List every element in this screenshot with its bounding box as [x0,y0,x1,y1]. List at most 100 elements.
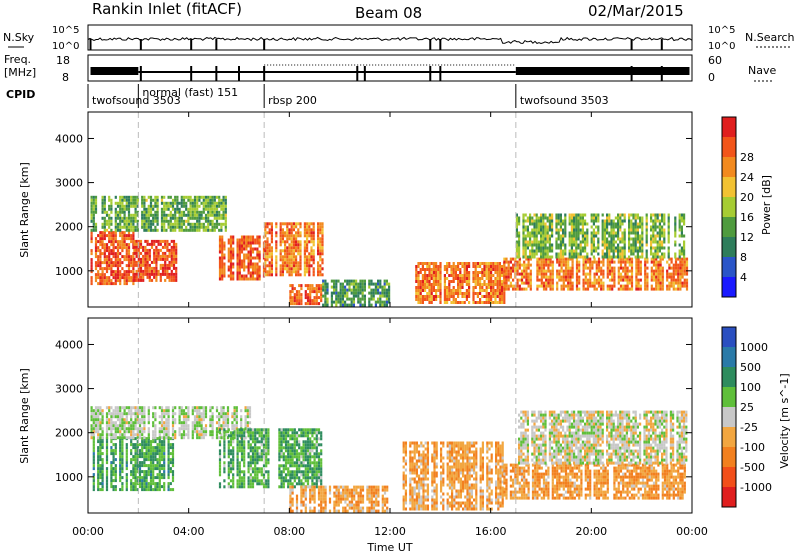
heatmap-cell [507,266,510,270]
heatmap-cell [537,246,540,250]
heatmap-cell [542,269,546,273]
heatmap-cell [614,231,617,235]
heatmap-cell [535,249,538,253]
heatmap-cell [134,207,137,211]
heatmap-cell [600,269,603,273]
heatmap-cell [683,249,686,253]
heatmap-cell [110,476,113,480]
heatmap-cell [335,288,338,292]
heatmap-cell [646,281,649,285]
heatmap-cell [545,272,548,276]
heatmap-cell [492,265,495,268]
heatmap-cell [112,252,115,256]
heatmap-cell [169,458,172,462]
heatmap-cell [680,219,683,223]
heatmap-cell [270,234,273,238]
heatmap-cell [125,446,128,450]
heatmap-cell [617,228,620,232]
heatmap-cell [617,275,620,279]
heatmap-cell [333,300,336,304]
heatmap-cell [359,285,362,289]
heatmap-cell [419,289,422,292]
heatmap-cell [437,286,440,289]
heatmap-cell [290,261,293,265]
heatmap-cell [130,258,133,262]
heatmap-cell [465,274,468,277]
heatmap-cell [619,263,623,267]
heatmap-cell [426,292,429,295]
heatmap-cell [112,449,115,453]
heatmap-cell [518,216,521,220]
heatmap-cell [573,216,576,220]
heatmap-cell [650,272,653,276]
heatmap-cell [238,265,241,269]
heatmap-cell [114,430,117,434]
heatmap-cell [191,421,194,425]
heatmap-cell [644,284,647,288]
heatmap-cell [222,421,225,425]
heatmap-cell [130,479,133,483]
heatmap-cell [542,222,545,226]
heatmap-cell [268,249,271,253]
heatmap-cell [147,488,150,492]
heatmap-cell [306,249,309,253]
heatmap-cell [227,461,230,465]
heatmap-cell [650,249,653,253]
heatmap-cell [198,216,201,220]
heatmap-cell [147,464,150,468]
heatmap-cell [223,470,226,474]
heatmap-cell [164,260,167,264]
heatmap-cell [522,246,525,250]
heatmap-cell [527,266,530,270]
heatmap-cell [268,273,271,277]
heatmap-cell [299,234,302,238]
heatmap-cell [156,467,159,471]
heatmap-cell [174,210,177,214]
heatmap-cell [211,436,214,440]
heatmap-cell [577,216,580,220]
heatmap-cell [233,406,236,410]
heatmap-cell [166,242,169,246]
heatmap-cell [145,213,148,217]
heatmap-cell [196,433,199,437]
heatmap-cell [559,249,562,253]
heatmap-cell [443,301,446,304]
heatmap-cell [617,231,620,235]
heatmap-cell [172,254,176,258]
heatmap-cell [202,406,205,410]
heatmap-cell [223,262,226,266]
heatmap-cell [639,255,642,259]
heatmap-cell [133,257,136,261]
heatmap-cell [154,418,157,422]
heatmap-cell [654,240,657,244]
heatmap-cell [180,204,183,208]
heatmap-cell [439,268,442,271]
heatmap-cell [385,297,388,301]
heatmap-cell [218,467,222,471]
heatmap-cell [496,277,499,280]
heatmap-cell [218,428,222,432]
heatmap-cell [148,266,151,270]
heatmap-cell [138,470,142,474]
heatmap-cell [163,433,166,437]
heatmap-cell [154,219,157,223]
heatmap-cell [650,252,653,256]
heatmap-cell [156,473,159,477]
heatmap-cell [555,255,558,259]
heatmap-cell [144,260,147,264]
heatmap-cell [143,204,146,208]
heatmap-cell [90,412,93,416]
heatmap-cell [623,255,626,259]
heatmap-cell [655,278,658,282]
heatmap-cell [251,238,255,242]
heatmap-cell [110,446,113,450]
heatmap-cell [110,433,113,437]
heatmap-cell [544,228,547,232]
heatmap-cell [503,268,506,271]
heatmap-cell [501,298,504,301]
heatmap-cell [551,260,554,264]
heatmap-cell [292,246,295,250]
heatmap-cell [125,427,128,431]
heatmap-cell [457,295,460,298]
heatmap-cell [299,273,302,277]
